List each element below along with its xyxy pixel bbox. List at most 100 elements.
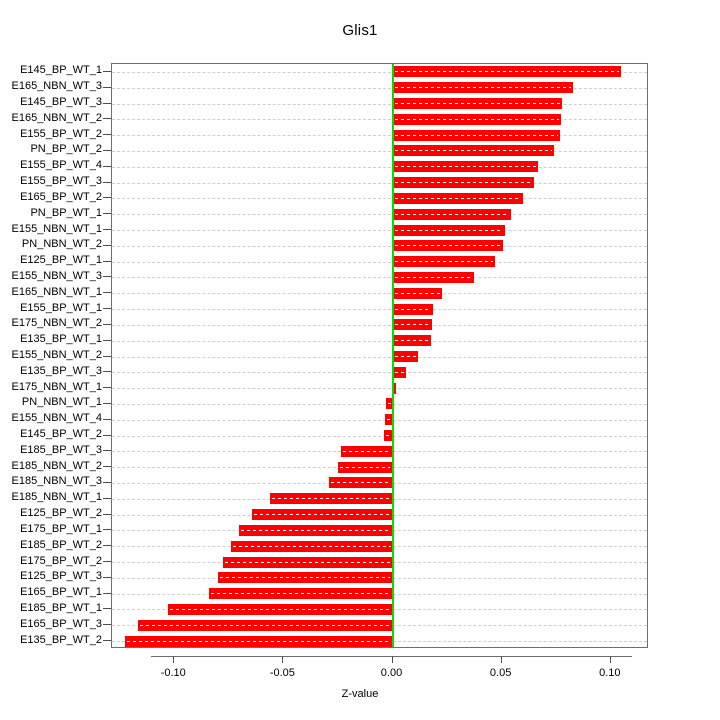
y-axis-tick [103, 292, 111, 293]
y-axis-tick [103, 103, 111, 104]
bar-hatch [394, 229, 503, 231]
bar-hatch [394, 245, 501, 247]
gridline [112, 183, 647, 184]
y-axis-tick [103, 229, 111, 230]
y-axis-tick [103, 340, 111, 341]
bar [392, 287, 442, 299]
gridline [112, 88, 647, 89]
bar-hatch [394, 118, 559, 120]
y-axis-tick [103, 356, 111, 357]
gridline [112, 151, 647, 152]
bar [392, 319, 432, 331]
gridline [112, 246, 647, 247]
y-axis-tick [103, 261, 111, 262]
bar [217, 572, 393, 584]
gridline [112, 277, 647, 278]
y-axis-tick [103, 71, 111, 72]
bar [392, 161, 538, 173]
y-axis-tick-label: E155_BP_WT_2 [20, 127, 102, 140]
bar [392, 240, 503, 252]
y-axis-tick [103, 466, 111, 467]
y-axis-tick-label: E125_BP_WT_1 [20, 254, 102, 267]
bar-hatch [387, 403, 391, 405]
y-axis-tick-label: E155_BP_WT_3 [20, 175, 102, 188]
y-axis-tick-label: E125_BP_WT_3 [20, 570, 102, 583]
y-axis-tick [103, 308, 111, 309]
x-axis-tick-label: 0.00 [380, 667, 403, 679]
bar-hatch [394, 182, 533, 184]
bar-hatch [394, 261, 494, 263]
bar-hatch [343, 450, 391, 452]
bar [392, 82, 573, 94]
bar-hatch [339, 466, 391, 468]
bar [392, 351, 418, 362]
x-axis-tick [173, 656, 175, 663]
bar [238, 524, 393, 536]
bar-hatch [240, 529, 391, 531]
y-axis-tick [103, 419, 111, 420]
y-axis-tick [103, 324, 111, 325]
y-axis-tick [103, 577, 111, 578]
gridline [112, 372, 647, 373]
y-axis-tick [103, 640, 111, 641]
y-axis-tick [103, 371, 111, 372]
bar [125, 635, 393, 647]
gridline [112, 72, 647, 73]
plot-area [111, 63, 648, 648]
y-axis-tick-label: E185_NBN_WT_2 [11, 459, 103, 472]
y-axis-tick-label: E155_NBN_WT_2 [11, 349, 103, 361]
bar [392, 256, 496, 268]
bar-hatch [394, 324, 430, 326]
y-axis-tick-label: E165_BP_WT_1 [20, 586, 102, 599]
chart-title: Glis1 [342, 22, 378, 39]
bar-hatch [394, 292, 440, 294]
bar [392, 129, 560, 141]
y-axis-tick-label: E185_BP_WT_1 [20, 601, 102, 614]
bar-hatch [394, 150, 553, 152]
gridline [112, 436, 647, 437]
x-axis-title: Z-value [341, 688, 379, 700]
bar-hatch [394, 71, 619, 73]
y-axis-tick-label: E125_BP_WT_2 [20, 507, 102, 520]
bar [392, 113, 561, 125]
bar [392, 177, 535, 189]
bar-hatch [394, 340, 429, 342]
y-axis-tick-label: E175_NBN_WT_1 [11, 380, 103, 393]
y-axis-tick [103, 87, 111, 88]
bar [392, 208, 512, 220]
x-axis-tick-label: -0.05 [269, 667, 295, 679]
y-axis-tick [103, 545, 111, 546]
y-axis-tick [103, 182, 111, 183]
bar [392, 366, 406, 378]
y-axis-ticks [0, 63, 111, 648]
y-axis-tick [103, 450, 111, 451]
bar-hatch [394, 197, 522, 199]
bar [167, 603, 393, 615]
bar-hatch [331, 482, 391, 484]
y-axis-tick [103, 197, 111, 198]
y-axis-tick-label: E135_BP_WT_3 [20, 364, 102, 377]
gridline [112, 341, 647, 342]
gridline [112, 119, 647, 120]
y-axis-tick [103, 276, 111, 277]
y-axis-tick [103, 387, 111, 388]
gridline [112, 404, 647, 405]
x-axis-tick-label: -0.10 [160, 667, 186, 679]
bar-hatch [394, 276, 473, 278]
y-axis-tick-label: E165_BP_WT_2 [20, 190, 102, 203]
bar-hatch [253, 514, 391, 516]
y-axis-tick-label: PN_NBN_WT_1 [21, 396, 102, 409]
x-axis-tick [391, 656, 393, 663]
bar-hatch [232, 545, 391, 547]
y-axis-tick-label: E155_NBN_WT_3 [11, 269, 103, 282]
y-axis-tick [103, 435, 111, 436]
y-axis-tick-label: PN_BP_WT_1 [30, 206, 102, 219]
bar [392, 66, 621, 78]
y-axis-tick-label: E185_BP_WT_3 [20, 443, 102, 456]
y-axis-tick-label: E145_BP_WT_1 [20, 64, 102, 77]
x-axis-tick-label: 0.10 [599, 667, 621, 679]
bar [392, 192, 524, 204]
y-axis-tick-label: E185_NBN_WT_3 [11, 475, 103, 488]
y-axis-tick-label: E135_BP_WT_1 [20, 333, 102, 346]
bar-hatch [394, 213, 510, 215]
